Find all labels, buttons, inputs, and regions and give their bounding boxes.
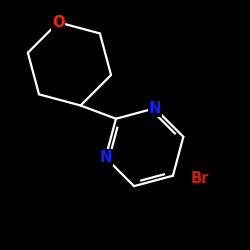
Text: N: N — [99, 150, 112, 165]
Text: Br: Br — [191, 171, 209, 186]
Text: N: N — [149, 101, 161, 116]
Text: O: O — [52, 15, 64, 30]
